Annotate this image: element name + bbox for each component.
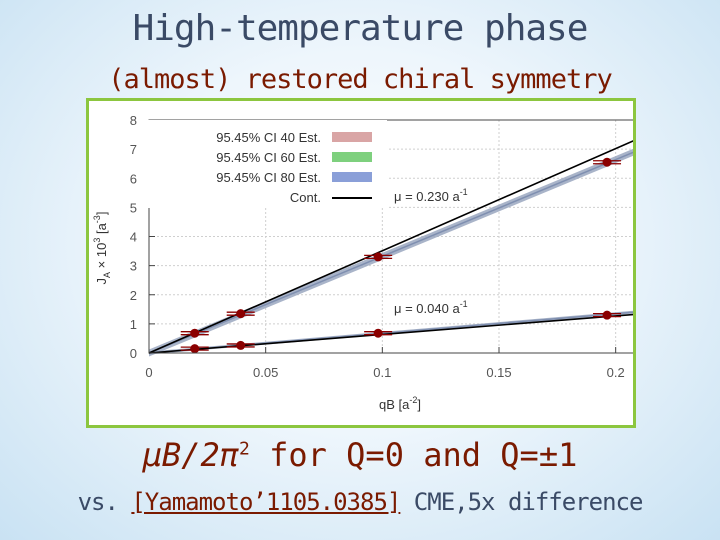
legend-label-ci40: 95.45% CI 40 Est.: [216, 130, 321, 145]
data-point: [190, 328, 200, 338]
axis-layer: 0 1 2 3 4 5 6 7 8 0 0.05 0.1 0.15 0.2: [130, 113, 640, 380]
y-axis-label: JA × 103 [a-3]: [92, 212, 112, 285]
formula-tail: for Q=0 and Q=±1: [249, 436, 578, 474]
slide-title: High-temperature phase: [132, 8, 589, 49]
series-label-mu-high: μ = 0.230 a-1: [394, 187, 468, 204]
y-tick-label: 4: [130, 230, 137, 245]
x-tick-label: 0.05: [253, 365, 278, 380]
series-label-mu-low: μ = 0.040 a-1: [394, 299, 468, 316]
slide-subtitle: (almost) restored chiral symmetry: [0, 64, 720, 95]
y-tick-label: 2: [130, 288, 137, 303]
data-point: [236, 309, 246, 319]
legend-label-cont: Cont.: [290, 190, 321, 205]
y-tick-label: 3: [130, 259, 137, 274]
vs-suffix: CME,5x difference: [400, 488, 644, 516]
y-tick-label: 8: [130, 113, 137, 128]
legend-swatch-ci40: [332, 132, 372, 142]
vs-prefix: vs.: [77, 488, 132, 516]
data-point: [602, 157, 612, 167]
x-tick-label: 0: [145, 365, 152, 380]
x-tick-label: 0.1: [373, 365, 391, 380]
chart-svg: 0 1 2 3 4 5 6 7 8 0 0.05 0.1 0.15 0.2 95.45% CI 40 Es…: [92, 113, 640, 412]
data-point-layer: [180, 157, 622, 354]
data-point: [236, 340, 246, 350]
legend-swatch-ci60: [332, 152, 372, 162]
continuum-line-mu-high: [148, 137, 640, 354]
y-tick-label: 1: [130, 317, 137, 332]
y-tick-label: 7: [130, 142, 137, 157]
formula-exponent: 2: [238, 438, 250, 460]
x-tick-label: 0.15: [486, 365, 511, 380]
data-point: [373, 328, 383, 338]
y-tick-label: 0: [130, 346, 137, 361]
formula-caption: μB/2π2 for Q=0 and Q=±1: [0, 436, 720, 474]
formula-expression: μB/2π: [142, 436, 239, 474]
reference-link[interactable]: [Yamamoto’1105.0385]: [131, 488, 401, 516]
legend-label-ci60: 95.45% CI 60 Est.: [216, 150, 321, 165]
x-axis-label: qB [a-2]: [379, 395, 421, 412]
y-tick-label: 5: [130, 200, 137, 215]
legend: 95.45% CI 40 Est. 95.45% CI 60 Est. 95.4…: [142, 120, 387, 208]
chart-frame: 0 1 2 3 4 5 6 7 8 0 0.05 0.1 0.15 0.2 95.45% CI 40 Es…: [86, 98, 640, 428]
y-tick-label: 6: [130, 171, 137, 186]
subtitle-paren: (almost): [108, 64, 231, 95]
x-tick-label: 0.2: [607, 365, 625, 380]
data-point: [602, 310, 612, 320]
subtitle-rest: restored chiral symmetry: [230, 64, 613, 95]
data-point: [373, 252, 383, 262]
legend-label-ci80: 95.45% CI 80 Est.: [216, 170, 321, 185]
data-point: [190, 344, 200, 354]
comparison-caption: vs. [Yamamoto’1105.0385] CME,5x differen…: [0, 488, 720, 516]
legend-swatch-ci80: [332, 172, 372, 182]
ci-band-center: [148, 149, 640, 354]
